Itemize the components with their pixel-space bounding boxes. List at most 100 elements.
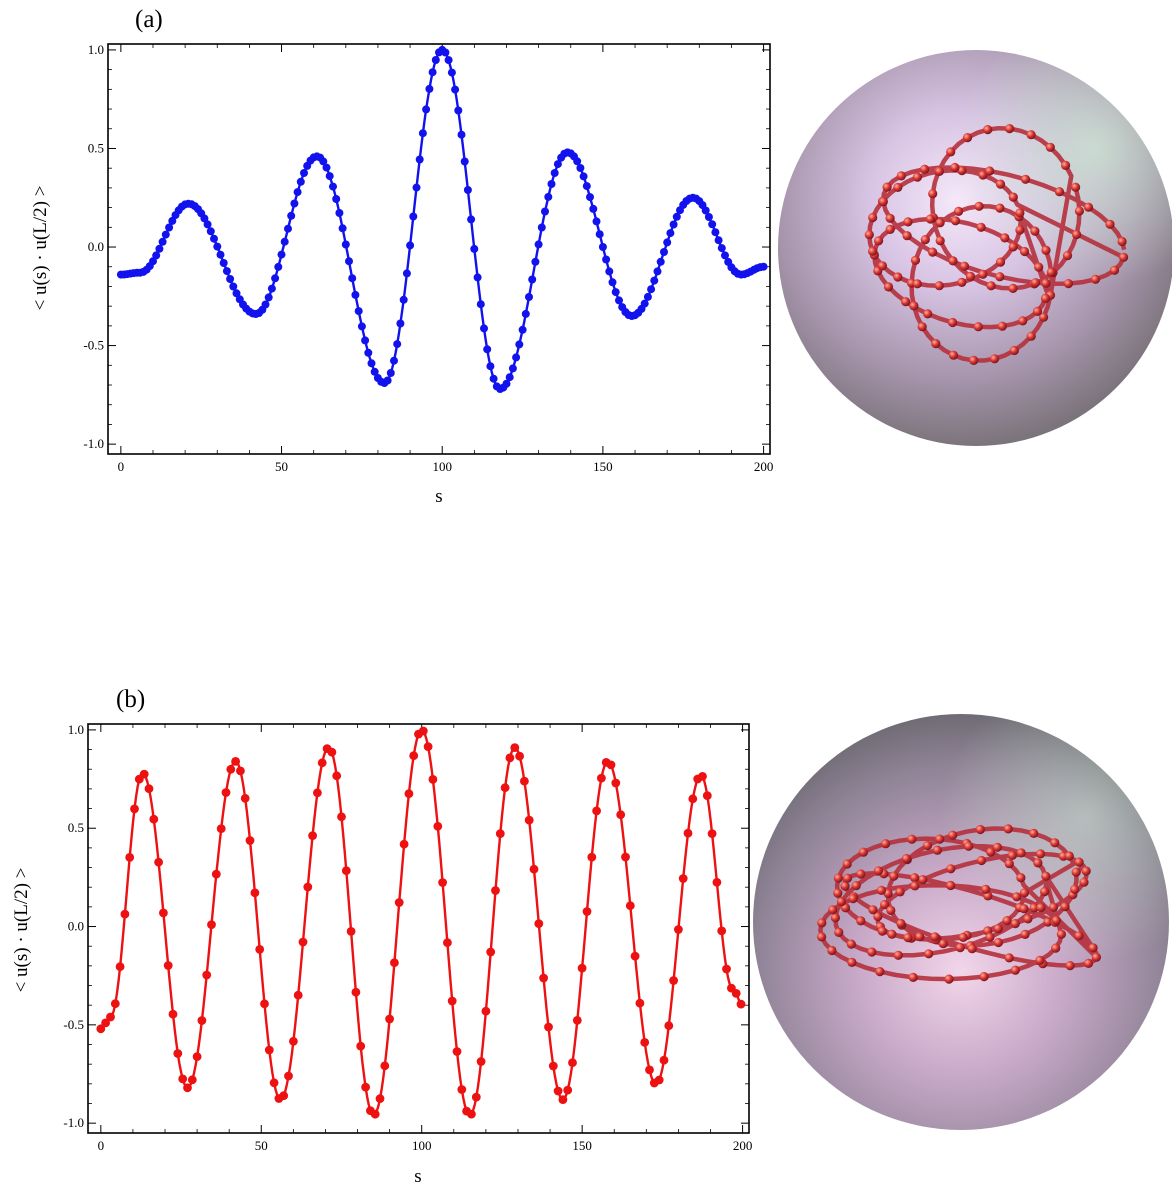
data-point	[277, 250, 286, 259]
x-axis-label-b: s	[414, 1166, 421, 1187]
data-point	[300, 169, 308, 177]
data-point	[287, 211, 296, 220]
chain-bead	[920, 164, 930, 174]
chain-bead	[868, 905, 878, 915]
data-point	[202, 970, 212, 980]
data-point	[386, 369, 395, 377]
data-point	[630, 951, 640, 961]
polymer-sphere-a	[778, 50, 1172, 446]
data-point	[165, 223, 174, 232]
data-point	[341, 240, 350, 249]
chain-bead	[902, 231, 912, 241]
data-point	[338, 224, 347, 233]
data-point	[274, 262, 283, 271]
chain-bead	[1071, 867, 1081, 877]
chain-bead	[944, 974, 954, 984]
data-point	[736, 999, 746, 1009]
data-point	[595, 230, 604, 239]
chain-bead	[886, 905, 896, 916]
chain-bead	[978, 170, 988, 180]
chain-bead	[950, 162, 960, 173]
data-point	[356, 1041, 366, 1051]
data-point	[415, 155, 424, 164]
panel-b-label: (b)	[116, 686, 145, 713]
data-point	[327, 747, 337, 757]
data-point	[712, 877, 722, 887]
chain-bead	[1063, 279, 1073, 289]
data-point	[481, 1006, 491, 1016]
chain-bead	[1005, 124, 1015, 134]
chain-bead	[877, 261, 888, 271]
data-point	[431, 56, 440, 64]
data-point	[463, 186, 472, 194]
data-point	[717, 926, 727, 936]
data-point	[528, 275, 537, 284]
data-point	[370, 1109, 380, 1119]
chain-bead	[1035, 955, 1045, 966]
data-point	[317, 758, 327, 768]
chain-bead	[887, 929, 897, 939]
x-tick-label: 50	[255, 1138, 268, 1153]
data-point	[759, 262, 768, 271]
chain-bead	[1117, 236, 1127, 247]
data-point	[654, 1075, 664, 1085]
data-point	[443, 938, 452, 948]
chain-bead	[1016, 873, 1026, 883]
chain-bead	[868, 246, 878, 256]
chain-bead	[978, 269, 988, 279]
chain-bead	[995, 257, 1006, 267]
chain-bead	[1019, 888, 1030, 898]
plot-b-frame	[87, 723, 750, 1134]
y-axis-label-b: < u(s) · u(L/2) >	[11, 868, 32, 993]
data-point	[332, 195, 341, 203]
data-point	[152, 251, 161, 260]
chain-bead	[1030, 226, 1040, 236]
chain-bead	[973, 322, 983, 332]
data-point	[425, 84, 434, 93]
data-point	[672, 212, 681, 221]
chain-bead	[948, 317, 958, 328]
chain-bead	[934, 281, 944, 291]
data-point	[226, 764, 236, 774]
chain-bead	[935, 236, 945, 246]
data-point	[539, 973, 548, 983]
data-point	[348, 274, 357, 283]
data-point	[582, 182, 591, 191]
data-point	[611, 288, 620, 297]
data-point	[255, 945, 265, 954]
chain-bead	[1004, 859, 1014, 869]
chain-bead	[995, 203, 1005, 213]
chain-bead	[830, 913, 841, 923]
data-point	[219, 259, 228, 267]
chain-bead	[864, 230, 874, 240]
data-point	[367, 359, 376, 368]
data-point	[548, 1061, 558, 1071]
chain-bead	[932, 845, 943, 855]
data-point	[293, 188, 302, 197]
chain-bead	[856, 869, 866, 879]
chain-bead	[895, 887, 905, 897]
data-point	[115, 962, 125, 972]
data-point	[454, 106, 463, 115]
data-point	[337, 812, 346, 822]
chain-bead	[915, 932, 925, 942]
data-point	[534, 919, 544, 928]
data-point	[357, 322, 366, 331]
data-point	[707, 829, 717, 838]
data-point	[531, 257, 540, 266]
data-point	[616, 810, 626, 820]
data-point	[284, 224, 292, 233]
chain-bead	[912, 172, 923, 182]
chain-bead	[1054, 187, 1065, 197]
chain-bead	[842, 873, 853, 883]
data-point	[106, 1012, 115, 1022]
data-point	[486, 947, 496, 957]
data-point	[457, 130, 466, 139]
data-point	[553, 160, 562, 169]
chain-bead	[920, 235, 930, 245]
data-point	[647, 285, 656, 294]
chain-bead	[1020, 246, 1030, 257]
chain-bead	[1015, 208, 1025, 218]
data-point	[515, 751, 524, 761]
data-point	[553, 1086, 563, 1096]
